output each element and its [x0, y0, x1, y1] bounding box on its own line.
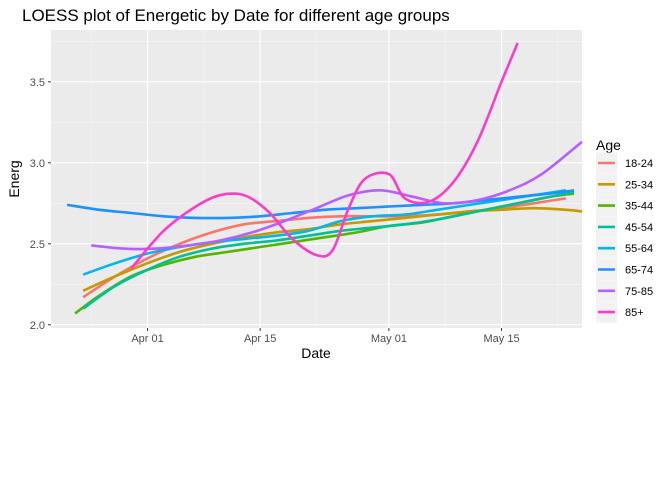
legend-label: 18-24: [625, 158, 653, 170]
legend-label: 75-85: [625, 286, 653, 298]
legend-title: Age: [596, 137, 621, 153]
x-tick-label: Apr 15: [244, 333, 276, 345]
legend-label: 85+: [625, 307, 644, 319]
y-tick-label: 2.5: [30, 239, 45, 251]
grid-minor: [51, 30, 582, 328]
series-line-25-34: [82, 206, 583, 292]
legend-item: 25-34: [596, 173, 653, 195]
legend-label: 55-64: [625, 243, 653, 255]
y-axis: 2.0 2.5 3.0 3.5: [30, 77, 51, 332]
series-line-45-54: [82, 190, 575, 310]
legend-item: 85+: [596, 301, 644, 323]
y-tick-label: 3.0: [30, 158, 45, 170]
series-line-65-74: [66, 189, 575, 220]
legend-item: 75-85: [596, 280, 653, 302]
legend-item: 18-24: [596, 152, 653, 174]
chart-title: LOESS plot of Energetic by Date for diff…: [22, 6, 450, 25]
legend-label: 25-34: [625, 179, 653, 191]
x-axis: Apr 01 Apr 15 May 01 May 15: [131, 328, 520, 345]
legend: Age 18-24 25-34 35-44 45-54 55-64 65-74 75-85 8…: [596, 137, 653, 323]
series-line-75-85: [91, 140, 583, 251]
y-tick-label: 2.0: [30, 320, 45, 332]
grid-major: [51, 30, 582, 328]
y-axis-title: Energ: [6, 160, 22, 197]
x-axis-title: Date: [301, 345, 331, 361]
series-line-55-64: [82, 189, 567, 276]
legend-item: 45-54: [596, 216, 653, 238]
legend-label: 45-54: [625, 222, 653, 234]
legend-item: 35-44: [596, 195, 653, 217]
x-tick-label: May 01: [371, 333, 407, 345]
x-tick-label: Apr 01: [131, 333, 163, 345]
legend-label: 35-44: [625, 201, 653, 213]
y-tick-label: 3.5: [30, 77, 45, 89]
series-line-85+: [130, 42, 519, 269]
legend-item: 55-64: [596, 237, 653, 259]
x-tick-label: May 15: [484, 333, 520, 345]
legend-label: 65-74: [625, 265, 653, 277]
series-lines: [66, 42, 583, 315]
legend-item: 65-74: [596, 259, 653, 280]
